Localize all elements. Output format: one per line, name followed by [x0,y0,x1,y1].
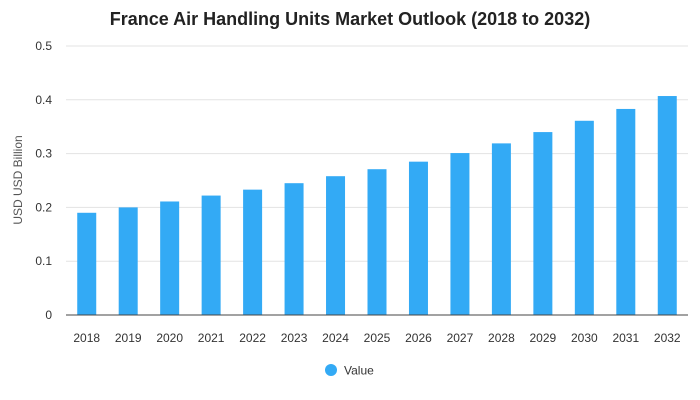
bar-2029 [533,132,553,315]
legend-marker-value [325,364,337,376]
y-tick-label: 0.4 [35,93,52,107]
bar-2020 [160,201,180,315]
bar-2030 [574,120,594,315]
x-tick-label: 2018 [73,331,100,345]
bar-2019 [118,207,138,315]
x-tick-label: 2029 [530,331,557,345]
y-tick-label: 0.5 [35,39,52,53]
x-tick-label: 2021 [198,331,225,345]
x-tick-label: 2025 [364,331,391,345]
y-tick-label: 0 [45,308,52,322]
bar-2028 [491,143,511,315]
x-tick-label: 2032 [654,331,681,345]
y-tick-label: 0.2 [35,200,52,214]
y-axis-label: USD USD Billion [11,135,25,224]
bar-2018 [77,212,97,315]
bar-2022 [243,189,263,315]
chart-title: France Air Handling Units Market Outlook… [110,9,590,29]
bar-2031 [616,108,636,315]
bars [77,96,677,315]
bar-2025 [367,169,387,315]
y-tick-label: 0.1 [35,254,52,268]
bar-2032 [657,96,677,315]
x-tick-label: 2020 [156,331,183,345]
bar-2023 [284,183,304,315]
bar-2027 [450,153,470,315]
x-tick-label: 2019 [115,331,142,345]
x-tick-label: 2024 [322,331,349,345]
x-tick-label: 2026 [405,331,432,345]
x-axis-ticks: 2018 2019 2020 2021 2022 2023 2024 2025 2026 2027… [73,331,681,345]
bar-2024 [326,176,346,315]
legend: Value [325,364,374,378]
bar-2021 [201,195,221,315]
x-tick-label: 2030 [571,331,598,345]
y-tick-label: 0.3 [35,147,52,161]
x-tick-label: 2023 [281,331,308,345]
x-tick-label: 2031 [612,331,639,345]
x-tick-label: 2028 [488,331,515,345]
y-axis-ticks: 0 0.1 0.2 0.3 0.4 0.5 [35,39,52,322]
legend-label-value: Value [344,364,374,378]
x-tick-label: 2027 [447,331,474,345]
bar-2026 [408,161,428,315]
x-tick-label: 2022 [239,331,266,345]
